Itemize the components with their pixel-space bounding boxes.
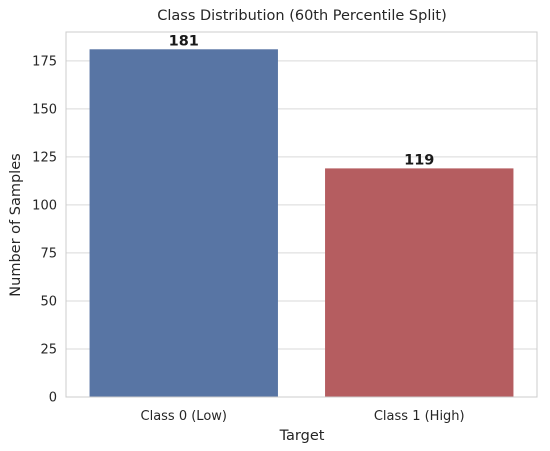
x-tick-labels: Class 0 (Low) Class 1 (High) [141,409,465,424]
bars [89,49,514,397]
data-label-1: 119 [404,152,434,168]
data-label-0: 181 [169,33,199,49]
y-tick-label-0: 0 [49,391,57,406]
x-axis-label: Target [279,428,325,444]
y-tick-label-25: 25 [40,342,57,357]
y-tick-label-75: 75 [40,246,57,261]
x-tick-label-0: Class 0 (Low) [141,409,227,424]
y-tick-label-175: 175 [32,54,57,69]
y-axis-label: Number of Samples [8,153,24,296]
y-tick-labels: 0 25 50 75 100 125 150 175 [32,54,57,405]
plot-frame [65,31,538,398]
chart-title: Class Distribution (60th Percentile Spli… [157,8,447,24]
y-tick-label-100: 100 [32,198,57,213]
bar-class-0-low [89,49,278,397]
bar-class-1-high [325,168,514,397]
y-tick-label-150: 150 [32,102,57,117]
y-tick-label-125: 125 [32,150,57,165]
x-tick-label-1: Class 1 (High) [374,409,465,424]
y-tick-label-50: 50 [40,294,57,309]
data-labels: 181 119 [169,33,435,168]
